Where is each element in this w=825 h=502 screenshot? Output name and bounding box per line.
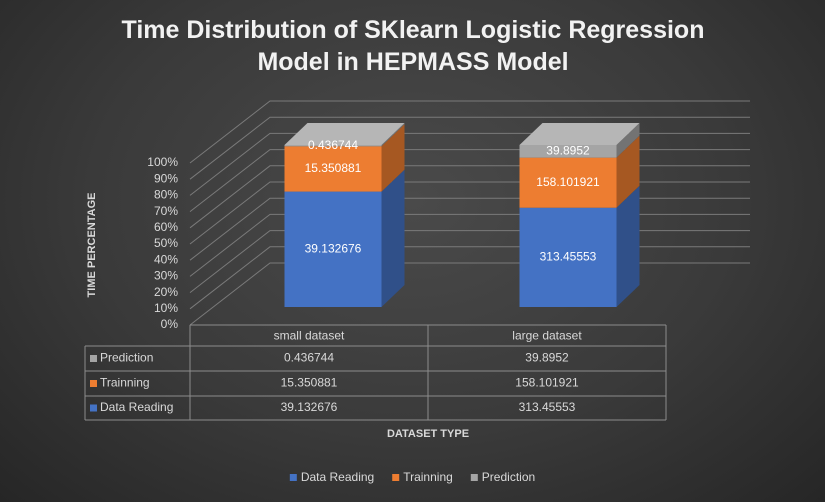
table-cell: 15.350881 bbox=[281, 376, 338, 390]
bar-front bbox=[284, 146, 382, 192]
table-row-label: Data Reading bbox=[100, 400, 173, 414]
table-legend-key bbox=[90, 404, 97, 412]
bar-side bbox=[616, 123, 640, 158]
legend-key bbox=[289, 474, 297, 481]
grid-line bbox=[189, 116, 750, 180]
bar-front bbox=[284, 191, 382, 307]
x-tick-label: small dataset bbox=[274, 329, 345, 343]
y-tick-label: 90% bbox=[154, 171, 178, 185]
grid-line bbox=[189, 246, 750, 310]
y-tick-label: 0% bbox=[161, 317, 179, 331]
table-cell: 39.132676 bbox=[281, 400, 338, 414]
data-label: 158.101921 bbox=[536, 175, 600, 189]
grid-line bbox=[189, 132, 750, 196]
y-tick-label: 80% bbox=[154, 188, 178, 202]
legend-key bbox=[392, 474, 400, 481]
y-tick-label: 40% bbox=[154, 252, 178, 266]
bar-front bbox=[284, 145, 382, 147]
bar-front bbox=[519, 207, 617, 307]
legend-label: Trainning bbox=[403, 470, 453, 484]
data-label: 39.8952 bbox=[546, 143, 590, 157]
legend-label: Prediction bbox=[482, 470, 535, 484]
x-tick-label: large dataset bbox=[512, 329, 582, 343]
grid-line bbox=[189, 230, 750, 293]
bar-segment bbox=[519, 135, 640, 208]
table-cell: 39.8952 bbox=[525, 351, 569, 365]
grid-line bbox=[189, 213, 750, 277]
grid-line bbox=[189, 100, 750, 164]
grid-line bbox=[189, 197, 750, 261]
data-label: 15.350881 bbox=[305, 161, 362, 175]
y-tick-label: 30% bbox=[154, 269, 178, 283]
bar-segment bbox=[519, 185, 640, 307]
data-label: 313.45553 bbox=[540, 250, 597, 264]
y-tick-label: 70% bbox=[154, 204, 178, 218]
legend: Data Reading Trainning Prediction bbox=[289, 470, 535, 484]
table-cell: 158.101921 bbox=[515, 376, 579, 390]
table-cell: 0.436744 bbox=[284, 351, 334, 365]
legend-key bbox=[470, 474, 478, 481]
bar-segment bbox=[284, 169, 405, 307]
data-label: 0.436744 bbox=[308, 138, 358, 152]
bar-segment bbox=[519, 123, 640, 158]
bar-side bbox=[381, 124, 405, 192]
grid-line bbox=[189, 181, 750, 245]
bar-top bbox=[519, 123, 640, 145]
grid-line bbox=[189, 262, 750, 326]
table-row-label: Trainning bbox=[100, 376, 150, 390]
bar-front bbox=[519, 145, 617, 158]
bar-side bbox=[616, 135, 640, 208]
bar-side bbox=[381, 123, 405, 147]
bar-top bbox=[284, 123, 405, 145]
table-legend-key bbox=[90, 380, 97, 387]
chart-title: Time Distribution of SKlearn Logistic Re… bbox=[122, 16, 705, 76]
bar-side bbox=[381, 169, 405, 307]
grid-line bbox=[189, 165, 750, 229]
legend-label: Data Reading bbox=[301, 470, 374, 484]
y-tick-label: 20% bbox=[154, 285, 178, 299]
data-label: 39.132676 bbox=[305, 241, 362, 255]
table-legend-key bbox=[90, 355, 97, 362]
grid-line bbox=[189, 149, 750, 212]
bar-segment bbox=[284, 124, 405, 192]
bar-segment bbox=[284, 123, 405, 147]
y-tick-label: 60% bbox=[154, 220, 178, 234]
table-row-label: Prediction bbox=[100, 351, 153, 365]
bar-side bbox=[616, 185, 640, 307]
y-tick-label: 50% bbox=[154, 236, 178, 250]
y-tick-label: 10% bbox=[154, 301, 178, 315]
bar-front bbox=[519, 157, 617, 208]
x-axis-title: DATASET TYPE bbox=[387, 428, 469, 440]
y-tick-label: 100% bbox=[147, 155, 178, 169]
y-axis-title: TIME PERCENTAGE bbox=[86, 193, 98, 298]
table-cell: 313.45553 bbox=[519, 400, 576, 414]
